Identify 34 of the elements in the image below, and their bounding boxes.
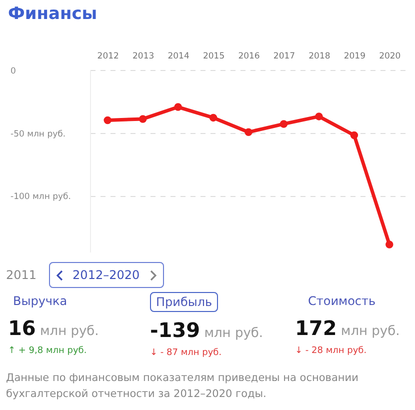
point <box>209 114 218 122</box>
point <box>138 115 147 123</box>
x-tick-label: 2017 <box>273 52 296 62</box>
text: 2012–2020 <box>72 268 140 282</box>
text: ↑ + 9,8 млн руб. <box>8 346 88 356</box>
x-tick-label: 2016 <box>238 52 260 62</box>
x-tick-label: 2020 <box>379 52 401 62</box>
text: Прибыль <box>150 292 218 312</box>
text: 16 млн руб. <box>8 316 99 340</box>
text: ↓ - 28 млн руб. <box>295 346 368 356</box>
x-tick-label: 2014 <box>168 52 190 62</box>
y-tick-label: 0 <box>10 66 16 76</box>
text: -139 млн руб. <box>150 318 264 342</box>
x-tick-label: 2013 <box>132 52 154 62</box>
point <box>280 120 288 128</box>
text: Данные по финансовым показателям приведены на основании бухгалтерской отчетности за 2012–2020 годы. <box>6 371 360 402</box>
x-tick-label: 2015 <box>202 52 225 62</box>
x-tick-label: 2012 <box>97 52 119 62</box>
y-tick-label: -100 млн руб. <box>10 192 71 202</box>
x-tick-label: 2019 <box>344 52 366 62</box>
text: 2011 <box>6 268 37 282</box>
point <box>315 112 323 120</box>
text: ↓ - 87 млн руб. <box>150 348 223 358</box>
text: Выручка <box>12 293 68 310</box>
point <box>174 103 182 111</box>
point <box>104 116 112 124</box>
point <box>350 131 358 140</box>
chart-title: Финансы <box>8 4 98 24</box>
y-tick-label: -50 млн руб. <box>10 129 66 140</box>
point <box>244 128 252 136</box>
text: 172 млн руб. <box>295 316 400 340</box>
point <box>386 240 394 248</box>
text: Стоимость <box>307 293 377 310</box>
x-tick-label: 2018 <box>308 52 330 62</box>
